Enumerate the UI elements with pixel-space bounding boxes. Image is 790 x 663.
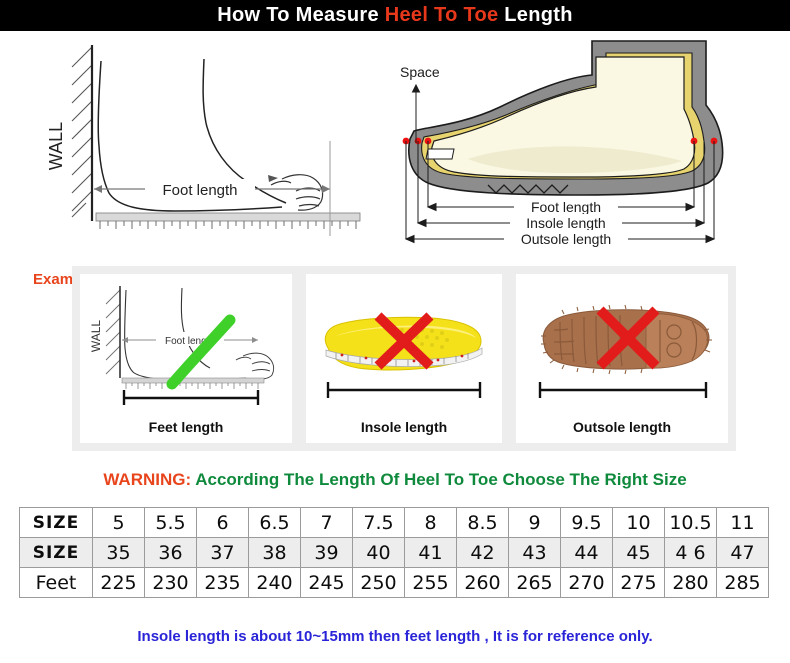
inner-foot-length-label: Foot length bbox=[165, 336, 215, 347]
panel-outsole-caption: Outsole length bbox=[573, 419, 671, 435]
wall-hatching bbox=[105, 289, 121, 375]
table-cell: 38 bbox=[248, 537, 301, 568]
row-header: SIZE bbox=[19, 507, 93, 538]
foot-length-label: Foot length bbox=[162, 182, 237, 199]
table-cell: 39 bbox=[300, 537, 353, 568]
table-row: Feet 225 230 235 240 245 250 255 260 265 270 275 280… bbox=[19, 567, 769, 598]
header-bar: How To Measure Heel To Toe Length bbox=[0, 0, 790, 31]
insole-highlight bbox=[336, 325, 476, 338]
sole-tread bbox=[487, 184, 569, 194]
insole-length-dim-label: Insole length bbox=[526, 215, 605, 231]
top-diagram-row: WALL bbox=[0, 31, 790, 288]
panel-insole-caption: Insole length bbox=[360, 419, 448, 435]
foot-outline bbox=[97, 58, 287, 212]
diagram-foot-against-wall: WALL bbox=[0, 31, 392, 263]
toe-pointer bbox=[268, 175, 278, 182]
panel-outsole-art bbox=[516, 274, 728, 419]
cross-icon bbox=[374, 312, 434, 370]
toe-box bbox=[425, 148, 455, 160]
table-cell: 44 bbox=[560, 537, 613, 568]
table-cell: 285 bbox=[716, 567, 769, 598]
table-cell: 37 bbox=[196, 537, 249, 568]
table-cell: 43 bbox=[508, 537, 561, 568]
table-cell: 250 bbox=[352, 567, 405, 598]
table-cell: 5.5 bbox=[144, 507, 197, 538]
table-cell: 245 bbox=[300, 567, 353, 598]
foot-length-dim-label: Foot length bbox=[531, 199, 601, 215]
table-cell: 8 bbox=[404, 507, 457, 538]
table-cell: 7 bbox=[300, 507, 353, 538]
wall-label: WALL bbox=[89, 320, 103, 353]
table-cell: 10.5 bbox=[664, 507, 717, 538]
table-cell: 41 bbox=[404, 537, 457, 568]
table-cell: 225 bbox=[92, 567, 145, 598]
warning-label: WARNING: bbox=[103, 470, 196, 489]
table-cell: 11 bbox=[716, 507, 769, 538]
warning-line: WARNING: According The Length Of Heel To… bbox=[0, 470, 790, 490]
space-arrow bbox=[411, 83, 421, 143]
table-cell: 6 bbox=[196, 507, 249, 538]
table-cell: 36 bbox=[144, 537, 197, 568]
table-cell: 45 bbox=[612, 537, 665, 568]
outsole-heel bbox=[645, 313, 708, 369]
ruler bbox=[95, 212, 361, 229]
panel-insole-art bbox=[306, 274, 502, 419]
dimension-bar bbox=[326, 382, 482, 398]
toes bbox=[235, 352, 275, 380]
heel-tread bbox=[659, 320, 698, 362]
ruler bbox=[121, 377, 265, 384]
panel-feet-caption: Feet length bbox=[148, 419, 224, 435]
title-part-2: Length bbox=[498, 4, 573, 26]
diagram-shoe-cross-section: Space bbox=[392, 31, 790, 263]
table-cell: 230 bbox=[144, 567, 197, 598]
foot-arch-shading bbox=[468, 146, 682, 173]
table-cell: 240 bbox=[248, 567, 301, 598]
title-highlight: Heel To Toe bbox=[384, 4, 499, 26]
table-cell: 255 bbox=[404, 567, 457, 598]
check-icon bbox=[166, 314, 236, 390]
table-cell: 9 bbox=[508, 507, 561, 538]
panel-outsole-length: Outsole length bbox=[516, 274, 728, 443]
title-part-1: How To Measure bbox=[217, 4, 385, 26]
row-header: Feet bbox=[19, 567, 93, 598]
table-cell: 6.5 bbox=[248, 507, 301, 538]
table-cell: 5 bbox=[92, 507, 145, 538]
table-cell: 265 bbox=[508, 567, 561, 598]
table-row: SIZE 35 36 37 38 39 40 41 42 43 44 45 4 6 47 bbox=[19, 537, 769, 568]
table-row: SIZE 5 5.5 6 6.5 7 7.5 8 8.5 9 9.5 10 10.5 11 bbox=[19, 507, 769, 538]
panel-feet-length: WALL bbox=[80, 274, 292, 443]
table-cell: 4 6 bbox=[664, 537, 717, 568]
wall-hatching bbox=[71, 46, 93, 218]
table-cell: 40 bbox=[352, 537, 405, 568]
panel-insole-length: Insole length bbox=[306, 274, 502, 443]
row-header: SIZE bbox=[19, 537, 93, 568]
outsole-edge-serration bbox=[541, 304, 712, 375]
panel-feet-art: WALL bbox=[80, 274, 292, 419]
wall-label: WALL bbox=[46, 122, 66, 170]
table-cell: 7.5 bbox=[352, 507, 405, 538]
size-conversion-table: SIZE 5 5.5 6 6.5 7 7.5 8 8.5 9 9.5 10 10.5 11 SIZE 35 36… bbox=[19, 507, 769, 598]
dimension-bar bbox=[122, 390, 260, 405]
dimension-bar bbox=[538, 382, 708, 398]
table-cell: 10 bbox=[612, 507, 665, 538]
space-label: Space bbox=[400, 64, 440, 80]
table-cell: 8.5 bbox=[456, 507, 509, 538]
warning-text: According The Length Of Heel To Toe Choo… bbox=[195, 470, 687, 489]
page-title: How To Measure Heel To Toe Length bbox=[217, 4, 573, 27]
table-cell: 275 bbox=[612, 567, 665, 598]
cross-icon bbox=[596, 306, 660, 370]
toes bbox=[270, 174, 324, 211]
table-cell: 35 bbox=[92, 537, 145, 568]
table-cell: 235 bbox=[196, 567, 249, 598]
footer-note: Insole length is about 10~15mm then feet… bbox=[137, 628, 653, 645]
table-cell: 47 bbox=[716, 537, 769, 568]
outsole-length-dim-label: Outsole length bbox=[521, 231, 611, 247]
table-cell: 270 bbox=[560, 567, 613, 598]
table-cell: 260 bbox=[456, 567, 509, 598]
table-cell: 9.5 bbox=[560, 507, 613, 538]
comparison-panel-band: WALL bbox=[72, 266, 736, 451]
ruler-ticks bbox=[125, 383, 259, 389]
table-cell: 280 bbox=[664, 567, 717, 598]
table-cell: 42 bbox=[456, 537, 509, 568]
